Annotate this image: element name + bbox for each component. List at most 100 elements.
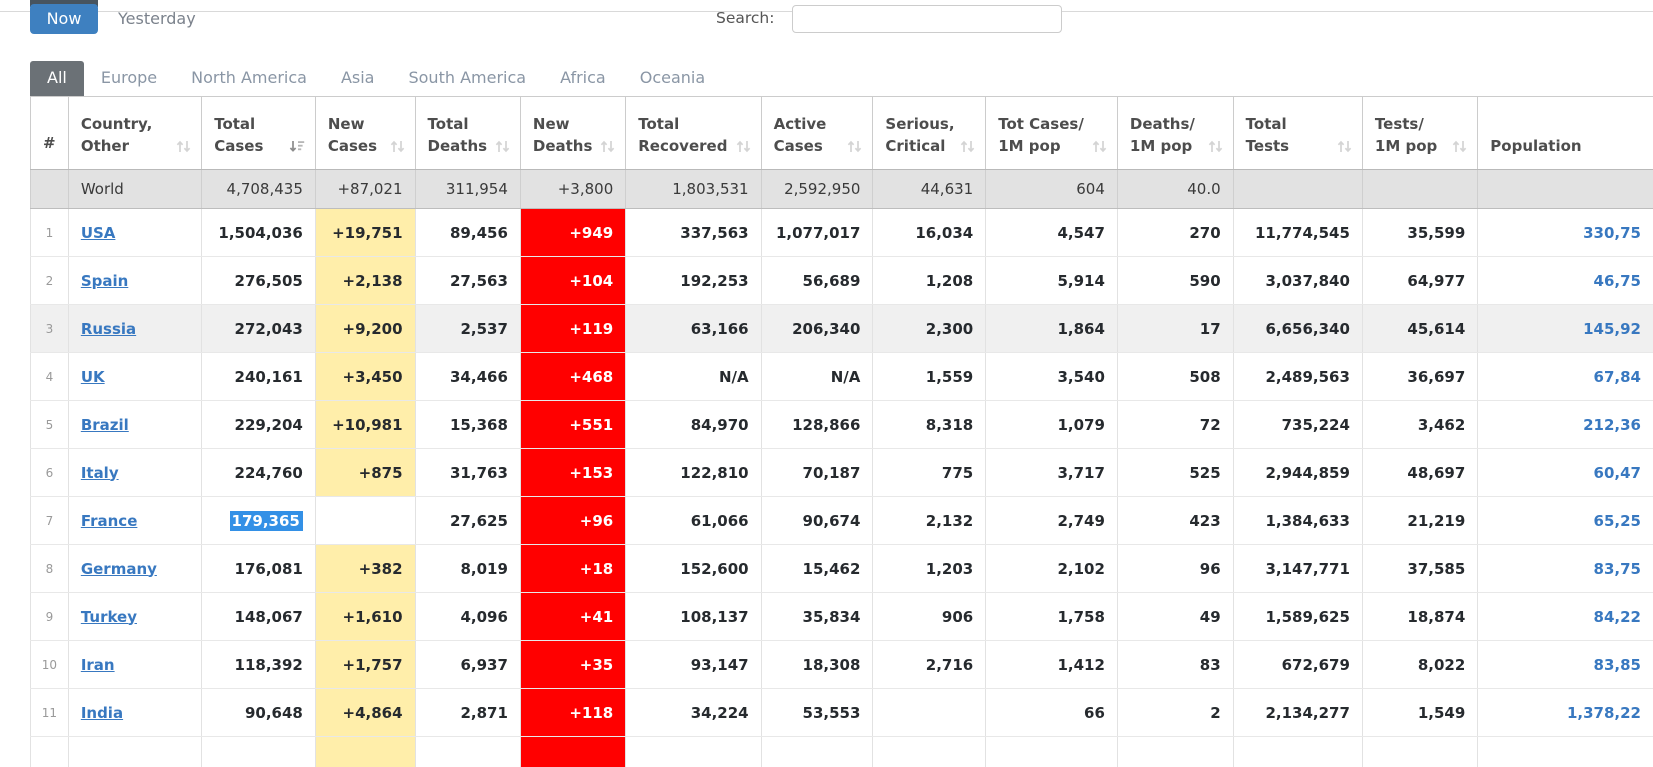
population-link-brazil[interactable]: 212,36 [1583, 415, 1641, 434]
cell-total-deaths: 27,563 [414, 256, 521, 305]
tab-asia[interactable]: Asia [340, 68, 375, 87]
cell-rank [30, 736, 69, 767]
cell-new-deaths: +3,800 [519, 169, 626, 209]
cropped-tab-sliver [30, 0, 98, 7]
cell-tot-cases-1m: 2,102 [985, 544, 1118, 593]
sort-both-icon [848, 140, 862, 153]
country-link-usa[interactable]: USA [80, 223, 116, 242]
col-header-tot-cases-1m[interactable]: Tot Cases/1M pop [985, 96, 1118, 170]
population-link-usa[interactable]: 330,75 [1583, 223, 1641, 242]
cell-deaths-1m: 17 [1116, 304, 1234, 353]
cell-total-recovered: 84,970 [625, 400, 762, 449]
yesterday-button[interactable]: Yesterday [112, 6, 202, 32]
cell-total-recovered: 63,166 [625, 304, 762, 353]
cell-total-deaths: 15,368 [414, 400, 521, 449]
col-header-country[interactable]: Country, Other [67, 96, 202, 170]
population-link-turkey[interactable]: 84,22 [1593, 607, 1641, 626]
row-partial [30, 736, 1653, 767]
country-link-brazil[interactable]: Brazil [80, 415, 129, 434]
cell-country: Italy [67, 448, 202, 497]
cell-new-cases [314, 736, 416, 767]
cell-active-cases: 128,866 [760, 400, 873, 449]
cell-deaths-1m: 2 [1116, 688, 1234, 737]
population-link-russia[interactable]: 145,92 [1583, 319, 1641, 338]
population-link-italy[interactable]: 60,47 [1593, 463, 1641, 482]
cell-new-cases: +382 [314, 544, 416, 593]
cell-rank: 1 [30, 208, 69, 257]
cell-tot-cases-1m: 1,864 [985, 304, 1118, 353]
population-link-india[interactable]: 1,378,22 [1566, 703, 1641, 722]
cell-population: 330,75 [1477, 208, 1653, 257]
sort-both-icon [736, 140, 750, 153]
population-link-iran[interactable]: 83,85 [1593, 655, 1641, 674]
col-header-total-recovered[interactable]: Total Recovered [625, 96, 762, 170]
tab-north-america[interactable]: North America [191, 68, 307, 87]
col-header-total-tests[interactable]: Total Tests [1232, 96, 1363, 170]
country-link-spain[interactable]: Spain [80, 271, 129, 290]
col-header-serious-critical[interactable]: Serious, Critical [872, 96, 986, 170]
tab-south-america[interactable]: South America [408, 68, 527, 87]
cell-deaths-1m: 508 [1116, 352, 1234, 401]
col-header-active-cases[interactable]: Active Cases [760, 96, 873, 170]
cell-tests-1m: 37,585 [1361, 544, 1478, 593]
col-header-new-cases[interactable]: New Cases [314, 96, 416, 170]
country-link-france[interactable]: France [80, 511, 138, 530]
population-link-spain[interactable]: 46,75 [1593, 271, 1641, 290]
population-link-france[interactable]: 65,25 [1593, 511, 1641, 530]
cell-new-cases: +10,981 [314, 400, 416, 449]
cell-new-deaths: +153 [519, 448, 626, 497]
col-header-total-cases[interactable]: Total Cases [201, 96, 316, 170]
cell-new-deaths: +41 [519, 592, 626, 641]
tab-all[interactable]: All [30, 61, 84, 96]
population-link-germany[interactable]: 83,75 [1593, 559, 1641, 578]
cell-new-deaths: +104 [519, 256, 626, 305]
tab-africa[interactable]: Africa [560, 68, 606, 87]
search-label: Search: [716, 9, 775, 27]
continent-tabs: All Europe North America Asia South America A… [30, 61, 722, 96]
cell-population: 83,85 [1477, 640, 1653, 689]
cell-total-tests: 6,656,340 [1232, 304, 1363, 353]
cell-total-deaths: 6,937 [414, 640, 521, 689]
cell-tot-cases-1m [985, 736, 1118, 767]
cell-population: 84,22 [1477, 592, 1653, 641]
country-link-india[interactable]: India [80, 703, 124, 722]
col-header-deaths-1m[interactable]: Deaths/1M pop [1116, 96, 1234, 170]
cell-tot-cases-1m: 4,547 [985, 208, 1118, 257]
cell-serious-critical [872, 736, 986, 767]
country-link-iran[interactable]: Iran [80, 655, 115, 674]
col-header-tests-1m[interactable]: Tests/1M pop [1361, 96, 1478, 170]
now-button[interactable]: Now [30, 4, 98, 34]
cell-total-cases: 240,161 [201, 352, 316, 401]
search-input[interactable] [792, 5, 1062, 33]
population-link-uk[interactable]: 67,84 [1593, 367, 1641, 386]
tab-europe[interactable]: Europe [100, 68, 158, 87]
country-link-germany[interactable]: Germany [80, 559, 157, 578]
cell-rank: 7 [30, 496, 69, 545]
col-header-population[interactable]: Population [1477, 96, 1653, 170]
row-spain: 2 Spain 276,505 +2,138 27,563 +104 192,253 56,6… [30, 256, 1653, 305]
cell-tests-1m [1361, 736, 1478, 767]
country-link-uk[interactable]: UK [80, 367, 105, 386]
sort-both-icon [1453, 140, 1467, 153]
col-header-new-deaths[interactable]: New Deaths [519, 96, 626, 170]
cell-population: 145,92 [1477, 304, 1653, 353]
cell-total-deaths [414, 736, 521, 767]
cell-active-cases: 56,689 [760, 256, 873, 305]
cell-total-deaths: 8,019 [414, 544, 521, 593]
cell-tot-cases-1m: 1,079 [985, 400, 1118, 449]
cell-total-cases: 4,708,435 [201, 169, 316, 209]
col-header-total-deaths[interactable]: Total Deaths [414, 96, 521, 170]
cell-rank: 3 [30, 304, 69, 353]
tab-oceania[interactable]: Oceania [639, 68, 706, 87]
cell-total-recovered: 192,253 [625, 256, 762, 305]
cell-serious-critical: 1,203 [872, 544, 986, 593]
country-link-italy[interactable]: Italy [80, 463, 119, 482]
cell-tot-cases-1m: 1,412 [985, 640, 1118, 689]
cell-active-cases: 53,553 [760, 688, 873, 737]
cell-population: 46,75 [1477, 256, 1653, 305]
country-link-turkey[interactable]: Turkey [80, 607, 137, 626]
country-link-russia[interactable]: Russia [80, 319, 137, 338]
cell-rank: 5 [30, 400, 69, 449]
row-russia: 3 Russia 272,043 +9,200 2,537 +119 63,166 206,3… [30, 304, 1653, 353]
cell-active-cases: 90,674 [760, 496, 873, 545]
